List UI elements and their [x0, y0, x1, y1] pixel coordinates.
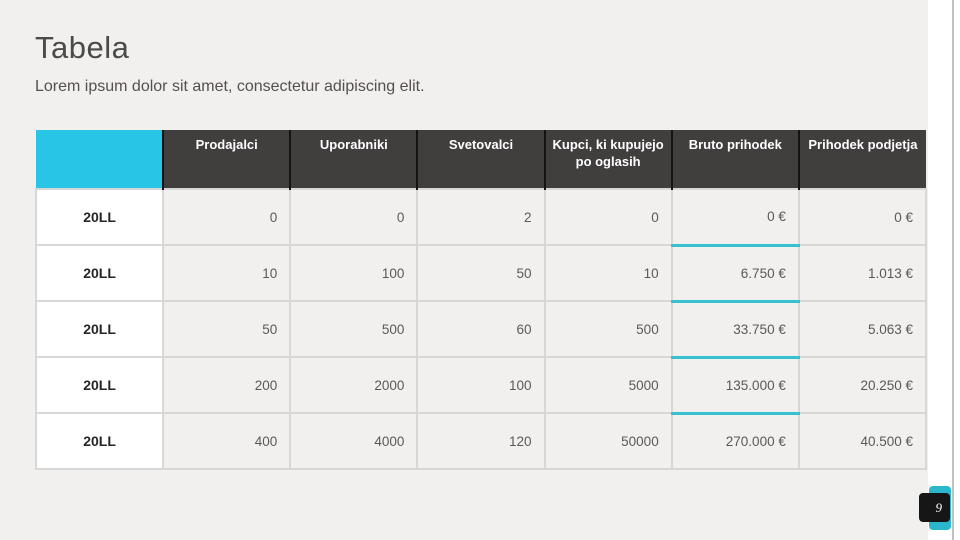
canvas-edge-line	[952, 0, 954, 540]
canvas-right-margin	[928, 0, 960, 540]
row-label: 20LL	[34, 356, 165, 414]
column-header-uporabniki: Uporabniki	[289, 130, 418, 189]
table-cell: 50	[162, 300, 292, 358]
column-header-kupci-ki-kupujejo-po-oglasih: Kupci, ki kupujejo po oglasih	[543, 130, 672, 189]
table-row: 20LL 0 0 2 0 0 €0 €	[34, 188, 928, 246]
table-cell: 2000	[289, 356, 419, 414]
slide-title: Tabela	[35, 30, 130, 65]
table-cell: 500	[543, 300, 673, 358]
column-header-prodajalci: Prodajalci	[162, 130, 291, 189]
table-cell: 6.750 €	[670, 243, 800, 302]
slide-subtitle: Lorem ipsum dolor sit amet, consectetur …	[35, 78, 425, 95]
table-cell: 2	[416, 188, 546, 246]
table-row: 20LL 400 4000 120 50000 270.000 €40.500 €	[34, 411, 928, 470]
column-header-prihodek-podjetja: Prihodek podjetja	[797, 130, 926, 189]
table-cell: 100	[289, 244, 419, 302]
slide-canvas: Tabela Lorem ipsum dolor sit amet, conse…	[0, 0, 928, 540]
page-number-badge: 9	[919, 493, 950, 522]
table-cell: 120	[416, 412, 546, 470]
row-label: 20LL	[34, 412, 165, 470]
table-cell: 400	[162, 412, 292, 470]
table-cell: 500	[289, 300, 419, 358]
table-row: 20LL 10 100 50 10 6.750 €1.013 €	[34, 243, 928, 302]
row-label: 20LL	[34, 188, 165, 246]
table-cell: 10	[543, 244, 673, 302]
table-cell: 20.250 €	[797, 356, 928, 414]
table-cell: 135.000 €	[670, 355, 800, 414]
table-cell: 1.013 €	[797, 244, 928, 302]
table-cell: 4000	[289, 412, 419, 470]
page-number: 9	[935, 499, 943, 515]
column-header-svetovalci: Svetovalci	[416, 130, 545, 189]
table-cell: 0	[289, 188, 419, 246]
table-cell: 60	[416, 300, 546, 358]
corner-header-cell	[36, 130, 164, 189]
table-cell: 0	[543, 188, 673, 246]
table-header-row: Prodajalci Uporabniki Svetovalci Kupci, ki …	[36, 130, 926, 189]
table-cell: 40.500 €	[797, 412, 928, 470]
data-table: Prodajalci Uporabniki Svetovalci Kupci, ki …	[34, 130, 928, 470]
table-cell: 100	[416, 356, 546, 414]
table-row: 20LL 200 2000 100 5000 135.000 €20.250 €	[34, 355, 928, 414]
table-cell: 50	[416, 244, 546, 302]
table-cell: 0	[162, 188, 292, 246]
column-header-bruto-prihodek: Bruto prihodek	[670, 130, 799, 189]
row-label: 20LL	[34, 300, 165, 358]
table-header: Prodajalci Uporabniki Svetovalci Kupci, ki …	[36, 130, 926, 189]
table-cell: 270.000 €	[670, 411, 800, 470]
table-cell: 0 €	[797, 188, 928, 246]
table-row: 20LL 50 500 60 500 33.750 €5.063 €	[34, 299, 928, 358]
table-cell: 0 €	[670, 188, 800, 246]
table-cell: 5000	[543, 356, 673, 414]
table-cell: 5.063 €	[797, 300, 928, 358]
row-label: 20LL	[34, 244, 165, 302]
table-cell: 200	[162, 356, 292, 414]
table-body: 20LL 0 0 2 0 0 €0 €20LL 10 100 50 10 6.750 €1.013 …	[34, 188, 928, 470]
table-cell: 10	[162, 244, 292, 302]
table-cell: 33.750 €	[670, 299, 800, 358]
table-cell: 50000	[543, 412, 673, 470]
